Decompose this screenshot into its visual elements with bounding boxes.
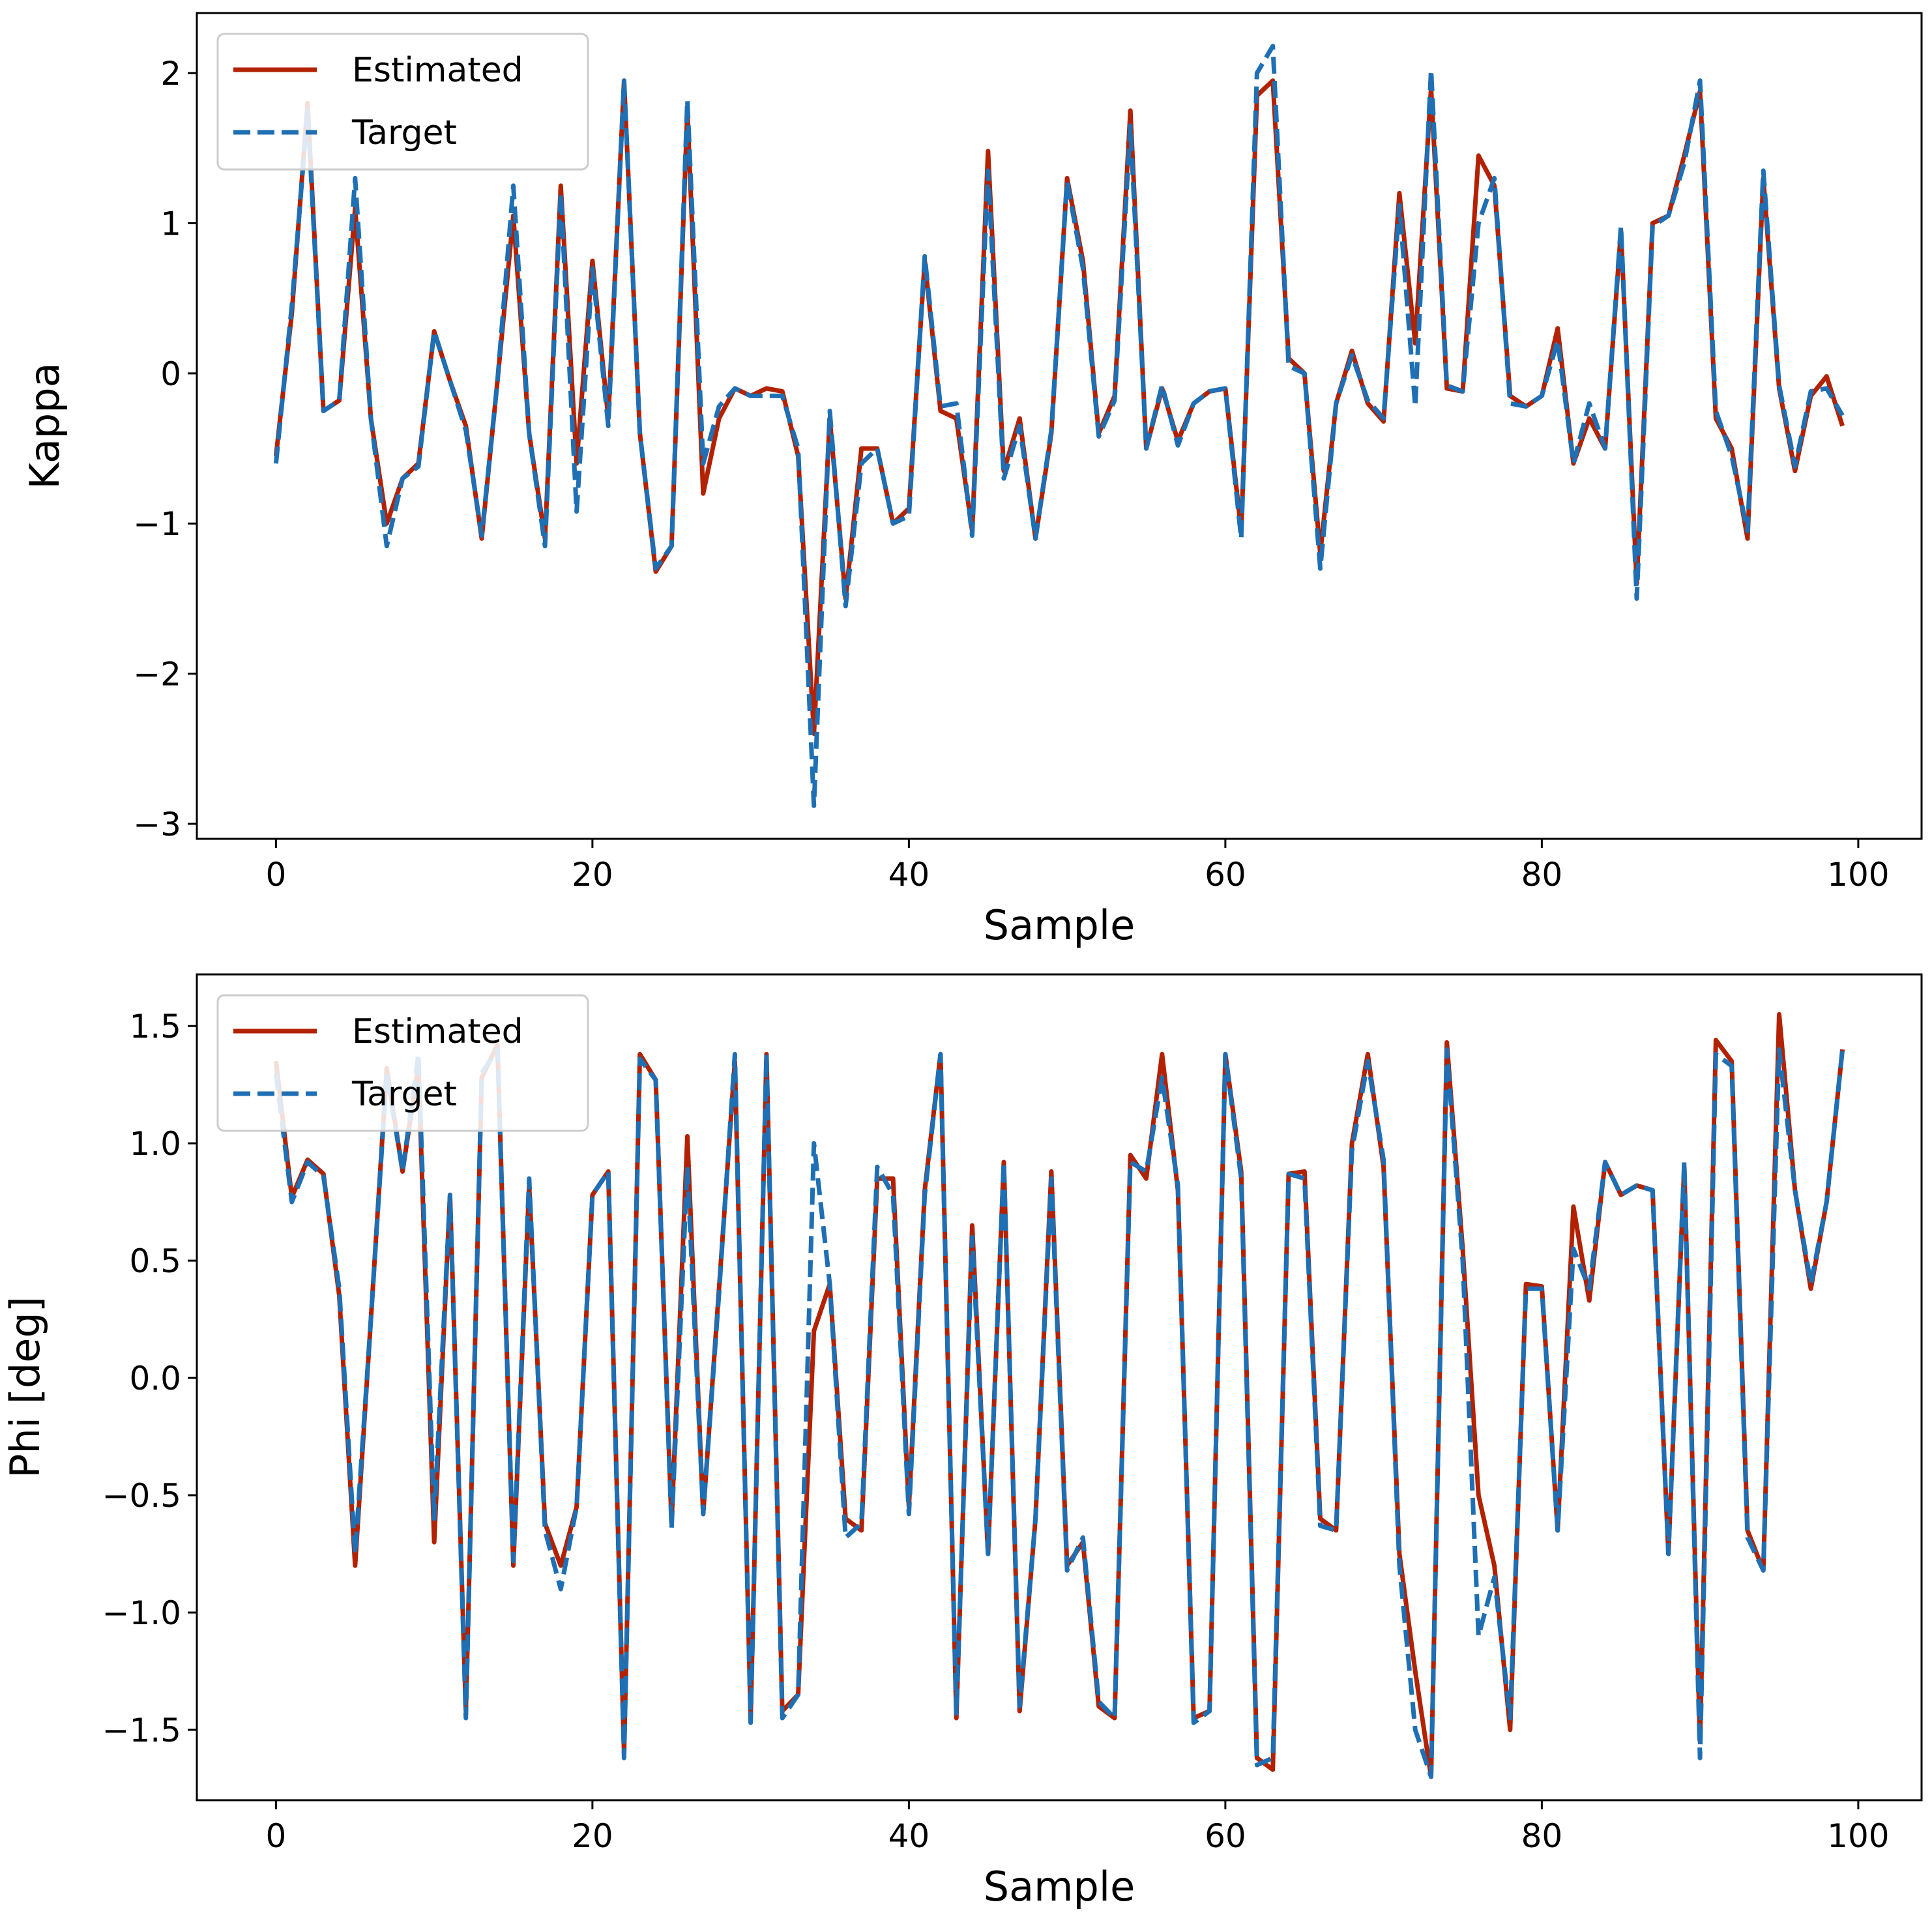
phi-y-tick-label: 1.0 xyxy=(129,1125,181,1163)
phi-legend-target-label: Target xyxy=(351,1075,457,1114)
phi-y-tick-label: 0.5 xyxy=(129,1242,181,1280)
kappa-legend-estimated-label: Estimated xyxy=(352,51,523,90)
kappa-x-tick-label: 100 xyxy=(1827,856,1889,894)
phi-y-axis-label: Phi [deg] xyxy=(1,1296,49,1478)
kappa-y-tick-label: −3 xyxy=(133,806,181,843)
kappa-series-target-line xyxy=(273,44,1845,808)
kappa-y-tick-label: −1 xyxy=(133,505,181,543)
kappa-y-axis-label: Kappa xyxy=(21,362,68,489)
phi-series-target-line xyxy=(273,1047,1845,1779)
kappa-panel: 0 20 40 60 80 100 2 1 0 −1 −2 −3 Sample Kappa Estimate… xyxy=(21,12,1923,949)
phi-y-tick-label: 0.0 xyxy=(129,1360,181,1397)
phi-y-tick-label: −1.0 xyxy=(102,1594,181,1632)
phi-y-tick-label: −1.5 xyxy=(102,1712,181,1749)
phi-x-tick-label: 20 xyxy=(572,1817,613,1855)
phi-x-tick-label: 40 xyxy=(888,1817,930,1855)
phi-x-axis-label: Sample xyxy=(984,1863,1135,1910)
kappa-y-tick-label: 0 xyxy=(160,355,181,393)
phi-x-tick-label: 60 xyxy=(1205,1817,1246,1855)
phi-legend-estimated-label: Estimated xyxy=(352,1012,523,1051)
kappa-x-axis-label: Sample xyxy=(984,901,1135,949)
phi-y-tick-label: −0.5 xyxy=(102,1477,181,1515)
phi-x-tick-label: 80 xyxy=(1521,1817,1563,1855)
kappa-y-tick-label: 1 xyxy=(160,205,181,243)
kappa-x-tick-label: 60 xyxy=(1205,856,1246,894)
kappa-x-tick-label: 0 xyxy=(265,856,286,894)
phi-y-tick-label: 1.5 xyxy=(129,1008,181,1045)
kappa-y-tick-label: −2 xyxy=(133,656,181,693)
kappa-axes-frame xyxy=(196,12,1923,840)
phi-x-tick-label: 0 xyxy=(265,1817,286,1855)
kappa-legend: Estimated Target xyxy=(216,33,589,171)
phi-panel: 0 20 40 60 80 100 1.5 1.0 0.5 0.0 −0.5 −1.0 −1.5 Samp… xyxy=(1,973,1923,1910)
kappa-x-tick-label: 40 xyxy=(888,856,930,894)
phi-x-tick-label: 100 xyxy=(1827,1817,1889,1855)
phi-legend: Estimated Target xyxy=(216,994,589,1132)
kappa-y-tick-label: 2 xyxy=(160,55,181,93)
kappa-legend-target-label: Target xyxy=(351,113,457,153)
phi-axes-frame xyxy=(196,973,1923,1802)
kappa-x-tick-label: 20 xyxy=(572,856,613,894)
kappa-x-tick-label: 80 xyxy=(1521,856,1563,894)
